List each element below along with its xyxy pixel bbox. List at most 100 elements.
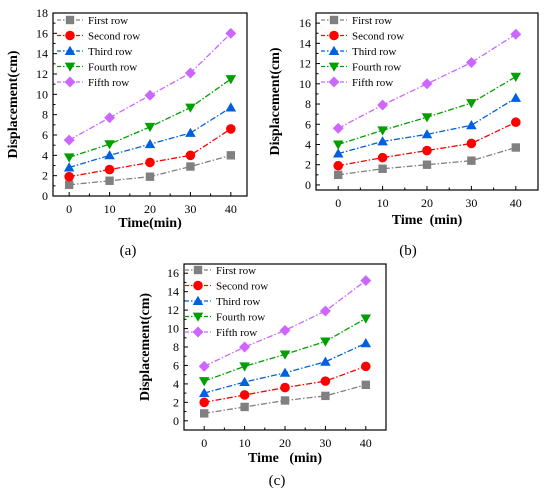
data-point	[332, 148, 344, 158]
legend-marker	[64, 45, 76, 55]
y-tick-label: 8	[42, 108, 48, 122]
data-point	[226, 124, 236, 134]
series-3	[63, 102, 237, 172]
legend-marker	[329, 15, 339, 25]
y-tick-label: 14	[167, 285, 179, 299]
legend: First row Second row Third row Fourth row Fi…	[57, 15, 140, 89]
data-point	[64, 180, 74, 190]
data-point	[378, 164, 387, 173]
x-axis-title: Time(min)	[118, 216, 182, 231]
x-tick-label: 30	[465, 196, 477, 210]
data-point	[280, 382, 290, 393]
legend-marker	[328, 45, 340, 55]
series-line	[338, 121, 517, 167]
x-tick-label: 0	[201, 436, 207, 450]
legend-marker	[192, 326, 204, 338]
data-point	[466, 99, 477, 109]
series-2	[64, 124, 236, 182]
data-point	[198, 387, 210, 398]
data-point	[319, 305, 331, 317]
data-point	[320, 376, 331, 386]
data-point	[64, 171, 74, 182]
legend: First row Second row Third row Fourth row Fi…	[321, 15, 404, 89]
x-axis-title: Time (min)	[248, 451, 322, 466]
data-point	[144, 138, 156, 149]
legend-marker	[64, 62, 76, 72]
legend-marker	[329, 30, 339, 41]
data-point	[510, 28, 522, 40]
data-point	[360, 338, 372, 348]
data-point	[200, 409, 209, 418]
data-point	[320, 356, 331, 366]
series-1	[64, 151, 236, 190]
y-tick-label: 6	[173, 358, 179, 372]
data-point	[186, 162, 195, 171]
data-point	[332, 122, 344, 134]
series-5	[332, 28, 522, 134]
data-point	[422, 160, 432, 169]
data-point	[361, 380, 370, 390]
legend-marker	[328, 76, 340, 88]
series-4	[198, 314, 372, 387]
series-2	[333, 117, 521, 171]
data-point	[198, 377, 210, 387]
data-point	[144, 89, 156, 101]
series-3	[332, 92, 522, 158]
data-point	[279, 367, 291, 377]
y-tick-label: 16	[299, 16, 311, 30]
data-point	[239, 376, 250, 386]
panel-label: (b)	[399, 243, 417, 259]
y-axis-title: Displacement(cm)	[138, 293, 153, 401]
y-tick-label: 12	[167, 303, 179, 317]
legend-label: Second row	[352, 31, 404, 43]
chart-panel-b: 0 2 4 6 8 10 12 14 16 0 10 20 30 40 Time (min) Displace…	[268, 12, 539, 259]
data-point	[279, 324, 291, 336]
legend-label: First row	[88, 15, 128, 27]
x-tick-label: 20	[144, 202, 156, 216]
data-point	[360, 275, 372, 287]
legend-label: Third row	[352, 46, 396, 58]
data-point	[421, 78, 433, 90]
series-1	[200, 380, 370, 418]
data-point	[225, 75, 237, 85]
data-point	[185, 103, 196, 113]
data-point	[361, 361, 371, 372]
data-point	[239, 362, 250, 372]
data-point	[377, 152, 388, 163]
chart-panel-a: 0 2 4 6 8 10 12 14 16 18 0 10 20 30 40 Time(min) Displac…	[6, 6, 248, 259]
data-point	[280, 396, 290, 405]
data-point	[185, 127, 196, 137]
y-tick-label: 12	[299, 57, 311, 71]
plot-frame	[52, 12, 248, 197]
data-point	[332, 140, 344, 150]
legend-label: Second row	[88, 31, 140, 43]
data-point	[465, 57, 477, 69]
data-point	[279, 350, 291, 360]
y-tick-label: 6	[42, 128, 48, 142]
series-4	[63, 75, 237, 163]
series-line	[337, 33, 517, 129]
data-point	[104, 150, 115, 160]
x-tick-label: 0	[335, 196, 341, 210]
panel-label: (c)	[269, 473, 286, 489]
legend-marker	[328, 62, 340, 72]
x-tick-label: 20	[279, 436, 291, 450]
x-tick-label: 30	[184, 202, 196, 216]
data-point	[421, 129, 433, 139]
data-point	[421, 113, 433, 123]
y-tick-label: 4	[305, 137, 311, 151]
data-point	[467, 156, 476, 165]
legend-label: Fourth row	[352, 62, 401, 74]
series-line	[69, 128, 232, 178]
data-point	[145, 157, 155, 168]
data-point	[377, 136, 388, 146]
x-tick-label: 30	[319, 436, 331, 450]
data-point	[104, 140, 115, 150]
y-tick-label: 2	[305, 158, 311, 172]
legend-marker	[193, 280, 203, 291]
y-axis-title: Displacement(cm)	[6, 50, 21, 158]
data-point	[466, 138, 477, 149]
data-point	[239, 341, 251, 353]
y-axis-title: Displacement(cm)	[268, 47, 283, 155]
